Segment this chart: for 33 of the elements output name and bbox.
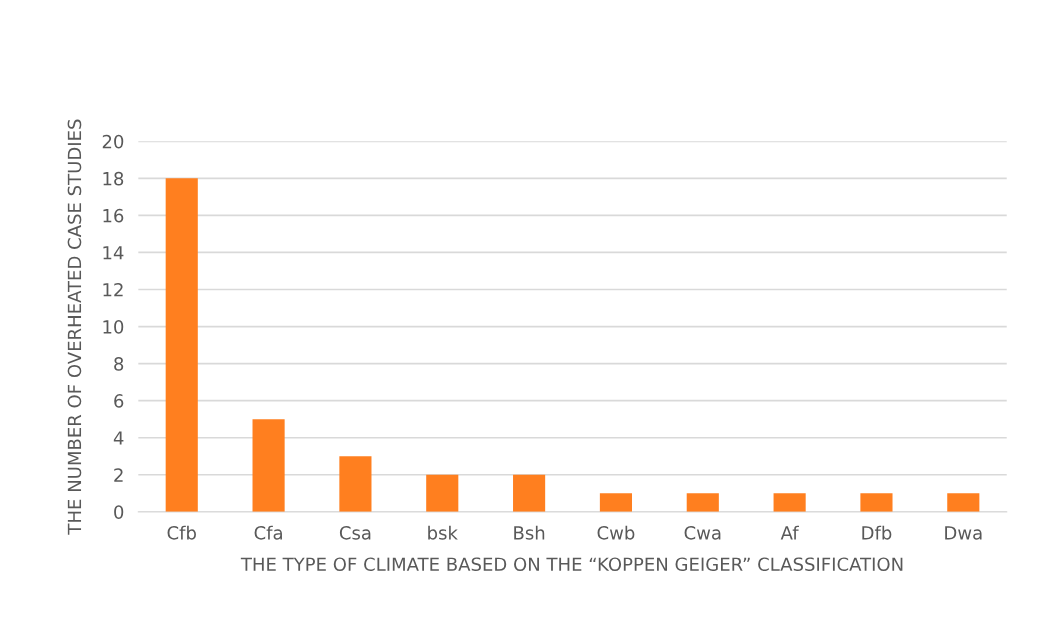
bar — [165, 178, 198, 512]
x-tick-label: Bsh — [514, 525, 545, 540]
y-tick-label: 6 — [114, 394, 124, 408]
bar — [860, 493, 893, 512]
x-tick-label: Cwa — [684, 526, 721, 540]
bar — [513, 474, 546, 512]
y-axis-title: THE NUMBER OF OVERHEATED CASE STUDIES — [67, 119, 82, 535]
y-tick-label: 10 — [103, 320, 124, 334]
bar — [773, 493, 806, 512]
y-tick-label: 12 — [103, 282, 123, 297]
y-tick-label: 0 — [114, 505, 124, 519]
x-tick-label: Dwa — [945, 526, 982, 540]
x-axis-title: THE TYPE OF CLIMATE BASED ON THE “KOPPEN GEIGER” CLASSIFICATION — [240, 557, 903, 572]
bar — [426, 474, 459, 512]
x-tick-label: Cfb — [167, 525, 196, 540]
bar — [339, 456, 372, 512]
x-tick-label: Af — [780, 525, 799, 540]
bar — [947, 493, 980, 512]
x-tick-label: Csa — [339, 526, 371, 540]
x-tick-label: bsk — [428, 525, 458, 540]
x-tick-label: Cfa — [254, 525, 282, 540]
y-tick-label: 8 — [114, 357, 124, 371]
x-tick-label: Dfb — [862, 525, 892, 540]
x-tick-label: Cwb — [597, 525, 635, 540]
bar — [599, 493, 633, 512]
bar — [252, 419, 285, 512]
y-tick-label: 14 — [103, 246, 124, 260]
bar — [686, 493, 719, 512]
y-tick-label: 2 — [114, 468, 123, 482]
y-tick-label: 18 — [103, 171, 124, 186]
y-tick-label: 20 — [102, 134, 124, 149]
y-tick-label: 4 — [113, 431, 124, 445]
y-tick-label: 16 — [103, 208, 124, 223]
